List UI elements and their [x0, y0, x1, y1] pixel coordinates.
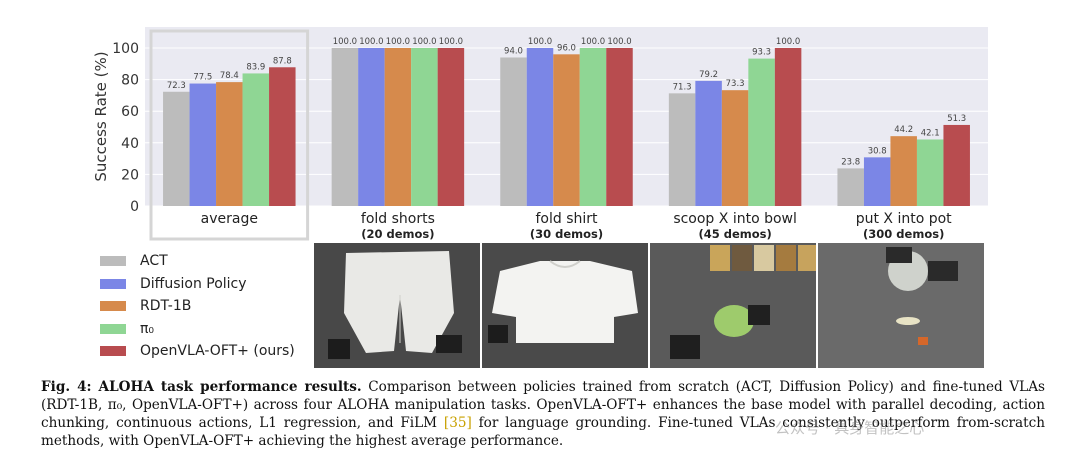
bar-value-label: 77.5	[193, 73, 212, 83]
y-tick-label: 80	[121, 73, 139, 89]
photo-fold-shirt	[482, 243, 648, 368]
bar-value-label: 30.8	[868, 146, 887, 156]
bar	[863, 157, 891, 206]
bar	[358, 48, 385, 206]
bar	[269, 67, 296, 206]
x-tick-label: put X into pot	[856, 211, 952, 227]
bar	[331, 48, 359, 206]
bar	[837, 168, 864, 206]
legend: ACT Diffusion Policy RDT-1B π₀ OpenVLA-O…	[100, 250, 295, 363]
x-tick-label: scoop X into bowl	[673, 211, 797, 227]
legend-item-diffusion-policy: Diffusion Policy	[100, 273, 295, 296]
bar	[189, 83, 217, 206]
bar	[437, 48, 465, 206]
y-tick-label: 40	[121, 136, 139, 152]
x-tick-label: average	[201, 211, 258, 227]
photo-put-into-pot	[818, 243, 984, 368]
legend-label-diffusion-policy: Diffusion Policy	[140, 275, 247, 292]
x-tick-sublabel: (20 demos)	[361, 227, 434, 241]
bar	[553, 54, 580, 206]
caption-part1: Comparison between policies trained from…	[41, 379, 1045, 431]
bar-value-label: 44.2	[894, 125, 913, 135]
bar	[384, 48, 412, 206]
bar	[668, 93, 696, 206]
bar-value-label: 100.0	[359, 37, 383, 47]
legend-label-rdt-1b: RDT-1B	[140, 298, 192, 315]
bar-value-label: 100.0	[776, 37, 800, 47]
bar-value-label: 100.0	[439, 37, 463, 47]
bar	[216, 82, 243, 206]
y-tick-label: 20	[121, 167, 139, 183]
bar	[579, 48, 607, 206]
legend-swatch-pi0	[100, 323, 126, 334]
bar-value-label: 100.0	[581, 37, 605, 47]
figure-caption: Fig. 4: ALOHA task performance results. …	[41, 378, 1045, 450]
legend-label-pi0: π₀	[140, 320, 155, 337]
bar-value-label: 100.0	[528, 37, 552, 47]
bar	[721, 90, 749, 206]
caption-citation-link[interactable]: [35]	[443, 415, 472, 431]
bar	[695, 80, 722, 206]
photo-fold-shorts	[314, 243, 480, 368]
bar	[163, 91, 190, 206]
legend-label-act: ACT	[140, 253, 168, 270]
bar	[242, 73, 270, 206]
photo-scoop-into-bowl	[650, 243, 816, 368]
bar	[411, 48, 438, 206]
bar	[500, 57, 527, 207]
legend-swatch-diffusion-policy	[100, 278, 126, 289]
bar-value-label: 73.3	[726, 79, 745, 89]
legend-label-openvla-oft: OpenVLA-OFT+ (ours)	[140, 343, 295, 360]
y-tick-label: 100	[112, 41, 139, 57]
y-tick-label: 0	[130, 199, 139, 215]
bar-value-label: 93.3	[752, 48, 771, 58]
legend-item-pi0: π₀	[100, 318, 295, 341]
highlight-box	[149, 29, 310, 241]
task-photos	[314, 243, 984, 368]
caption-part2: for language grounding. Fine-tuned VLAs …	[41, 415, 1045, 449]
watermark: 公众号 · 具身智能之心	[775, 419, 925, 437]
bar	[890, 136, 917, 206]
legend-item-act: ACT	[100, 250, 295, 273]
legend-item-rdt-1b: RDT-1B	[100, 295, 295, 318]
bar-value-label: 78.4	[220, 71, 239, 81]
bar-value-label: 100.0	[386, 37, 410, 47]
x-tick-sublabel: (300 demos)	[863, 227, 944, 241]
bar-value-label: 96.0	[557, 43, 576, 53]
legend-swatch-act	[100, 256, 126, 267]
bar	[916, 139, 944, 206]
caption-lead: Fig. 4: ALOHA task performance results.	[41, 379, 362, 395]
x-tick-sublabel: (45 demos)	[698, 227, 771, 241]
bar-value-label: 100.0	[333, 37, 357, 47]
bar	[748, 58, 775, 206]
bar-value-label: 71.3	[673, 82, 692, 92]
y-axis-label: Success Rate (%)	[92, 51, 110, 181]
bar-value-label: 100.0	[607, 37, 631, 47]
bar	[526, 48, 554, 206]
bar	[774, 48, 802, 206]
bar-value-label: 94.0	[504, 46, 523, 56]
x-tick-sublabel: (30 demos)	[530, 227, 603, 241]
bar-value-label: 79.2	[699, 70, 718, 80]
bar	[943, 124, 970, 206]
bar	[606, 48, 633, 206]
bar-value-label: 83.9	[246, 62, 265, 72]
y-tick-label: 60	[121, 104, 139, 120]
x-tick-label: fold shirt	[535, 211, 598, 227]
bar-value-label: 23.8	[841, 157, 860, 167]
legend-swatch-rdt-1b	[100, 301, 126, 312]
bar-value-label: 42.1	[921, 128, 940, 138]
bar-value-label: 51.3	[947, 114, 966, 124]
bar-value-label: 87.8	[273, 56, 292, 66]
legend-item-openvla-oft: OpenVLA-OFT+ (ours)	[100, 340, 295, 363]
bar-value-label: 72.3	[167, 81, 186, 91]
bar-value-label: 100.0	[412, 37, 436, 47]
legend-swatch-openvla-oft	[100, 346, 126, 357]
x-tick-label: fold shorts	[361, 211, 435, 227]
